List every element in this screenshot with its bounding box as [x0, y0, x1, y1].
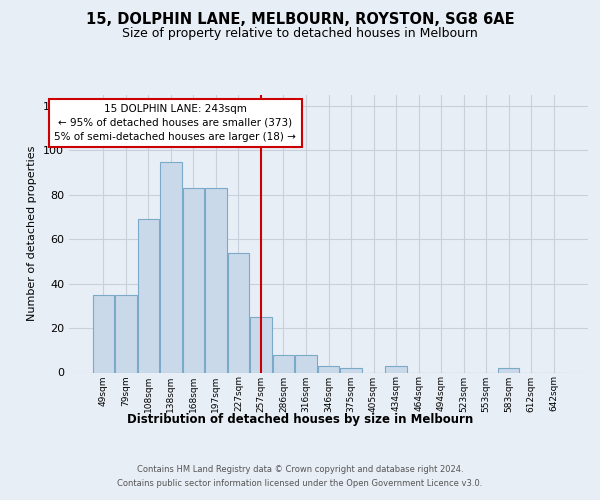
Bar — [273, 354, 294, 372]
Bar — [160, 162, 182, 372]
Bar — [385, 366, 407, 372]
Bar — [205, 188, 227, 372]
Bar — [295, 354, 317, 372]
Text: Distribution of detached houses by size in Melbourn: Distribution of detached houses by size … — [127, 412, 473, 426]
Text: Size of property relative to detached houses in Melbourn: Size of property relative to detached ho… — [122, 28, 478, 40]
Text: 15 DOLPHIN LANE: 243sqm
← 95% of detached houses are smaller (373)
5% of semi-de: 15 DOLPHIN LANE: 243sqm ← 95% of detache… — [55, 104, 296, 142]
Bar — [228, 252, 249, 372]
Y-axis label: Number of detached properties: Number of detached properties — [28, 146, 37, 322]
Text: Contains HM Land Registry data © Crown copyright and database right 2024.
Contai: Contains HM Land Registry data © Crown c… — [118, 466, 482, 487]
Text: 15, DOLPHIN LANE, MELBOURN, ROYSTON, SG8 6AE: 15, DOLPHIN LANE, MELBOURN, ROYSTON, SG8… — [86, 12, 514, 28]
Bar — [92, 295, 114, 372]
Bar — [250, 317, 272, 372]
Bar — [115, 295, 137, 372]
Bar — [340, 368, 362, 372]
Bar — [182, 188, 204, 372]
Bar — [498, 368, 520, 372]
Bar — [137, 220, 159, 372]
Bar — [318, 366, 339, 372]
